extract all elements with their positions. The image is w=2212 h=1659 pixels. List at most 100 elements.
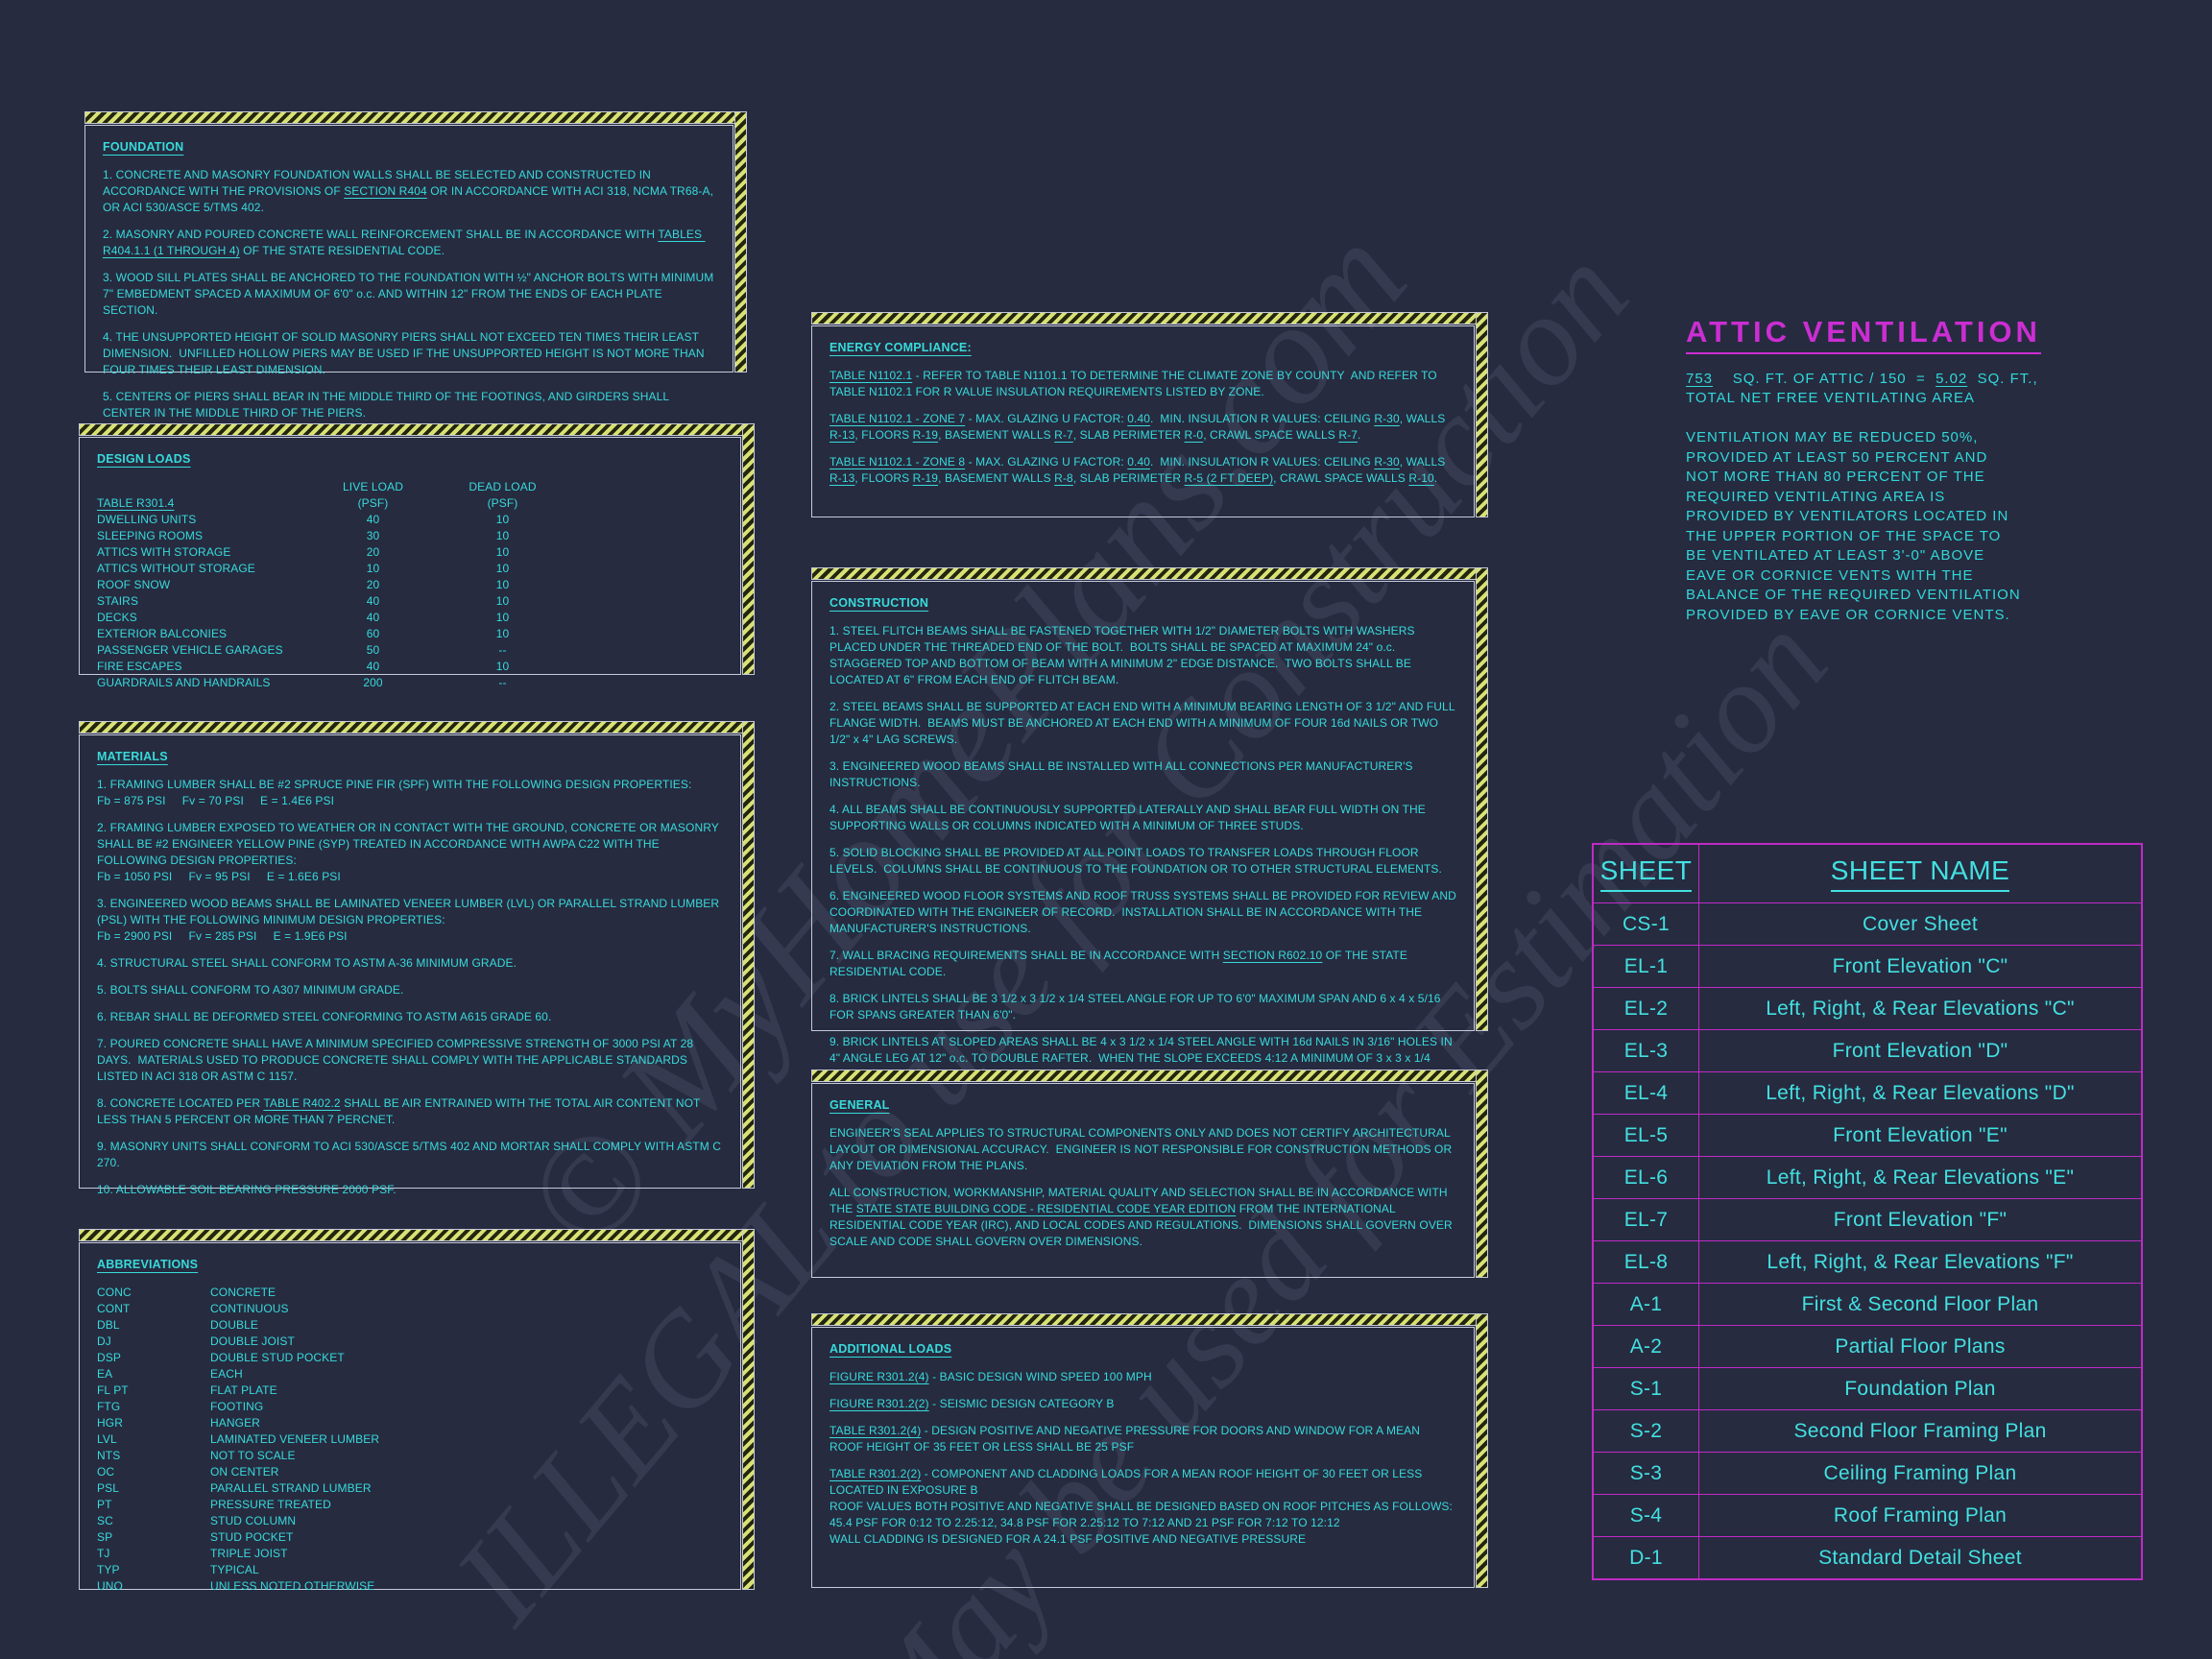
abbreviation-key: FL PT [97,1383,129,1397]
load-label: DECKS [97,611,137,624]
panel-construction-notes: 1. STEEL FLITCH BEAMS SHALL BE FASTENED … [830,624,1460,1081]
load-label: PASSENGER VEHICLE GARAGES [97,643,283,657]
abbreviation-key: LVL [97,1432,117,1446]
panel-materials-notes: 1. FRAMING LUMBER SHALL BE #2 SPRUCE PIN… [97,778,725,1196]
sheet-index-row: S-2 Second Floor Framing Plan [1594,1410,2141,1453]
abbreviation-key: SP [97,1530,113,1544]
load-live-value: 20 [366,578,380,591]
panel-foundation-title: FOUNDATION [103,140,184,154]
load-live-value: 30 [366,529,380,542]
abbreviation-key: SC [97,1514,113,1527]
load-live-value: 40 [366,594,380,608]
sheet-name: Second Floor Framing Plan [1793,1419,2047,1442]
abbreviation-full: HANGER [210,1416,260,1430]
sheet-number: EL-5 [1594,1115,1699,1156]
abbreviation-row: DJ DOUBLE JOIST [97,1334,723,1350]
abbreviation-key: EA [97,1367,113,1381]
load-dead-value: -- [498,676,507,689]
sheet-number: S-2 [1594,1410,1699,1452]
sheet-index-row: S-3 Ceiling Framing Plan [1594,1453,2141,1495]
panel-additional-loads-title: ADDITIONAL LOADS [830,1342,952,1356]
design-load-row: EXTERIOR BALCONIES 60 10 [97,626,723,642]
abbreviation-key: NTS [97,1449,121,1462]
load-live-value: 20 [366,545,380,559]
load-label: ATTICS WITHOUT STORAGE [97,562,255,575]
design-load-row: DWELLING UNITS 40 10 [97,512,723,528]
load-dead-value: 10 [495,545,510,559]
load-label: DWELLING UNITS [97,513,197,526]
abbreviation-full: NOT TO SCALE [210,1449,296,1462]
load-dead-value: 10 [495,611,510,624]
panel-design-loads: DESIGN LOADS LIVE LOAD DEAD LOAD TABLE R… [79,423,755,689]
abbreviation-row: FL PT FLAT PLATE [97,1382,723,1399]
abbreviation-key: CONC [97,1286,132,1299]
load-live-value: 60 [366,627,380,640]
sheet-index-row: EL-6 Left, Right, & Rear Elevations "E" [1594,1157,2141,1199]
attic-body-line: EAVE OR CORNICE VENTS WITH THE [1686,566,1974,584]
abbreviation-full: UNLESS NOTED OTHERWISE [210,1579,375,1593]
load-dead-value: 10 [495,562,510,575]
abbreviation-list: CONC CONCRETE CONT CONTINUOUS DBL DOUBLE… [97,1285,723,1595]
abbreviation-row: FTG FOOTING [97,1399,723,1415]
panel-foundation: FOUNDATION 1. CONCRETE AND MASONRY FOUND… [84,111,747,420]
abbreviation-full: STUD POCKET [210,1530,294,1544]
abbreviation-key: PSL [97,1481,119,1495]
load-live-value: 40 [366,611,380,624]
abbreviation-full: EACH [210,1367,243,1381]
dead-load-column-header: DEAD LOAD [469,480,537,493]
abbreviation-row: PT PRESSURE TREATED [97,1497,723,1513]
design-loads-header: LIVE LOAD DEAD LOAD TABLE R301.4 (PSF) (… [97,479,723,512]
abbreviation-row: TYP TYPICAL [97,1562,723,1578]
load-live-value: 40 [366,660,380,673]
abbreviation-full: PARALLEL STRAND LUMBER [210,1481,372,1495]
design-load-row: DECKS 40 10 [97,610,723,626]
sheet-index-row: A-2 Partial Floor Plans [1594,1326,2141,1368]
sheet-number: S-3 [1594,1453,1699,1494]
panel-general: GENERAL ENGINEER'S SEAL APPLIES TO STRUC… [811,1070,1488,1278]
sheet-name: Left, Right, & Rear Elevations "E" [1766,1166,2075,1189]
abbreviation-full: FLAT PLATE [210,1383,277,1397]
sheet-name: Front Elevation "F" [1833,1208,2008,1231]
abbreviation-full: DOUBLE STUD POCKET [210,1351,345,1364]
abbreviation-row: OC ON CENTER [97,1464,723,1480]
load-dead-value: 10 [495,627,510,640]
abbreviation-full: LAMINATED VENEER LUMBER [210,1432,380,1446]
abbreviation-row: CONC CONCRETE [97,1285,723,1301]
abbreviation-row: SC STUD COLUMN [97,1513,723,1529]
panel-energy-notes: TABLE N1102.1 - REFER TO TABLE N1101.1 T… [830,369,1449,485]
attic-body-line: PROVIDED BY VENTILATORS LOCATED IN [1686,508,2009,524]
abbreviation-key: FTG [97,1400,121,1413]
abbreviation-key: UNO [97,1579,123,1593]
design-load-row: GUARDRAILS AND HANDRAILS 200 -- [97,675,723,691]
sheet-number: EL-6 [1594,1157,1699,1198]
abbreviation-key: DJ [97,1334,111,1348]
live-load-column-header: LIVE LOAD [343,480,403,493]
abbreviation-key: PT [97,1498,112,1511]
load-label: FIRE ESCAPES [97,660,182,673]
sheet-index-row: EL-5 Front Elevation "E" [1594,1115,2141,1157]
sheet-name: Foundation Plan [1844,1377,1996,1400]
panel-materials: MATERIALS 1. FRAMING LUMBER SHALL BE #2 … [79,721,755,1196]
panel-construction-title: CONSTRUCTION [830,596,929,610]
sheet-index-row: S-4 Roof Framing Plan [1594,1495,2141,1537]
abbreviation-row: PSL PARALLEL STRAND LUMBER [97,1480,723,1497]
load-label: SLEEPING ROOMS [97,529,204,542]
abbreviation-full: ON CENTER [210,1465,279,1479]
sheet-index-row: EL-1 Front Elevation "C" [1594,946,2141,988]
abbreviation-row: SP STUD POCKET [97,1529,723,1546]
design-load-row: ROOF SNOW 20 10 [97,577,723,593]
design-load-row: PASSENGER VEHICLE GARAGES 50 -- [97,642,723,659]
load-label: ROOF SNOW [97,578,171,591]
sheet-name: Left, Right, & Rear Elevations "D" [1766,1081,2075,1104]
attic-ventilation-formula: 753 SQ. FT. OF ATTIC / 150 = 5.02 SQ. FT… [1686,371,2038,406]
attic-body-line: THE UPPER PORTION OF THE SPACE TO [1686,527,2002,544]
sheet-number: EL-8 [1594,1241,1699,1283]
sheet-name: Left, Right, & Rear Elevations "C" [1766,997,2075,1020]
sheet-index-table: SHEET SHEET NAME CS-1 Cover Sheet EL-1 F… [1592,843,2143,1580]
load-dead-value: 10 [495,578,510,591]
attic-body-line: NOT MORE THAN 80 PERCENT OF THE [1686,469,1985,485]
sheet-index-row: D-1 Standard Detail Sheet [1594,1537,2141,1578]
sheet-number: EL-7 [1594,1199,1699,1240]
abbreviation-row: LVL LAMINATED VENEER LUMBER [97,1431,723,1448]
attic-body-line: PROVIDED AT LEAST 50 PERCENT AND [1686,448,1988,466]
